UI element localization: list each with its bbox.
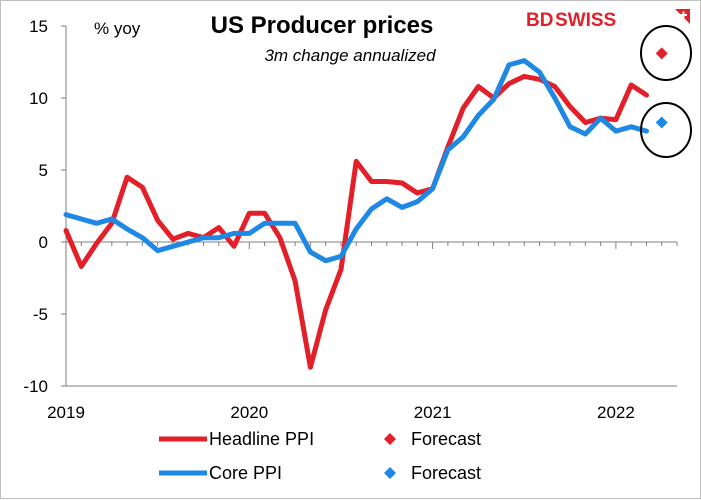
legend-label: Forecast (411, 463, 481, 483)
x-tick-labels: 2019 2020 2021 2022 (47, 403, 635, 422)
x-tick-label: 2020 (230, 403, 268, 422)
y-tick-label: 15 (29, 17, 48, 36)
legend-label: Headline PPI (209, 429, 314, 449)
y-tick-label: 0 (39, 233, 48, 252)
headline-ppi-line (63, 73, 649, 370)
forecast-highlight-circles (640, 25, 692, 158)
legend-item: Forecast (384, 429, 481, 449)
logo-text-bd: BD (526, 10, 553, 31)
x-tick-label: 2021 (414, 403, 452, 422)
core-ppi-line (63, 58, 649, 264)
legend: Headline PPI Forecast Core PPI Forecast (159, 429, 481, 483)
headline-forecast-marker (655, 47, 668, 60)
y-tick-label: -10 (23, 377, 48, 396)
legend-label: Forecast (411, 429, 481, 449)
legend-swatch-diamond (384, 433, 396, 445)
series-layer (63, 58, 649, 370)
bdswiss-logo: BD SWISS (526, 9, 690, 31)
legend-item: Forecast (384, 463, 481, 483)
headline-forecast-circle (640, 25, 692, 81)
chart-subtitle: 3m change annualized (264, 46, 436, 65)
x-tick-label: 2022 (597, 403, 635, 422)
y-tick-label: 5 (39, 161, 48, 180)
x-tick-label: 2019 (47, 403, 85, 422)
y-axis-unit: % yoy (94, 19, 141, 38)
axes (61, 25, 678, 387)
logo-text-swiss: SWISS (555, 10, 616, 31)
core-forecast-circle (640, 102, 692, 158)
y-tick-labels: 15 10 5 0 -5 -10 (23, 17, 48, 396)
y-tick-label: 10 (29, 89, 48, 108)
legend-item: Headline PPI (159, 429, 314, 449)
legend-swatch-diamond (384, 467, 396, 479)
legend-label: Core PPI (209, 463, 282, 483)
plus-flag-icon (675, 9, 690, 24)
chart-title: US Producer prices (211, 12, 434, 39)
y-tick-label: -5 (33, 305, 48, 324)
core-forecast-marker (655, 116, 668, 129)
legend-item: Core PPI (159, 463, 282, 483)
forecast-layer (655, 47, 668, 129)
